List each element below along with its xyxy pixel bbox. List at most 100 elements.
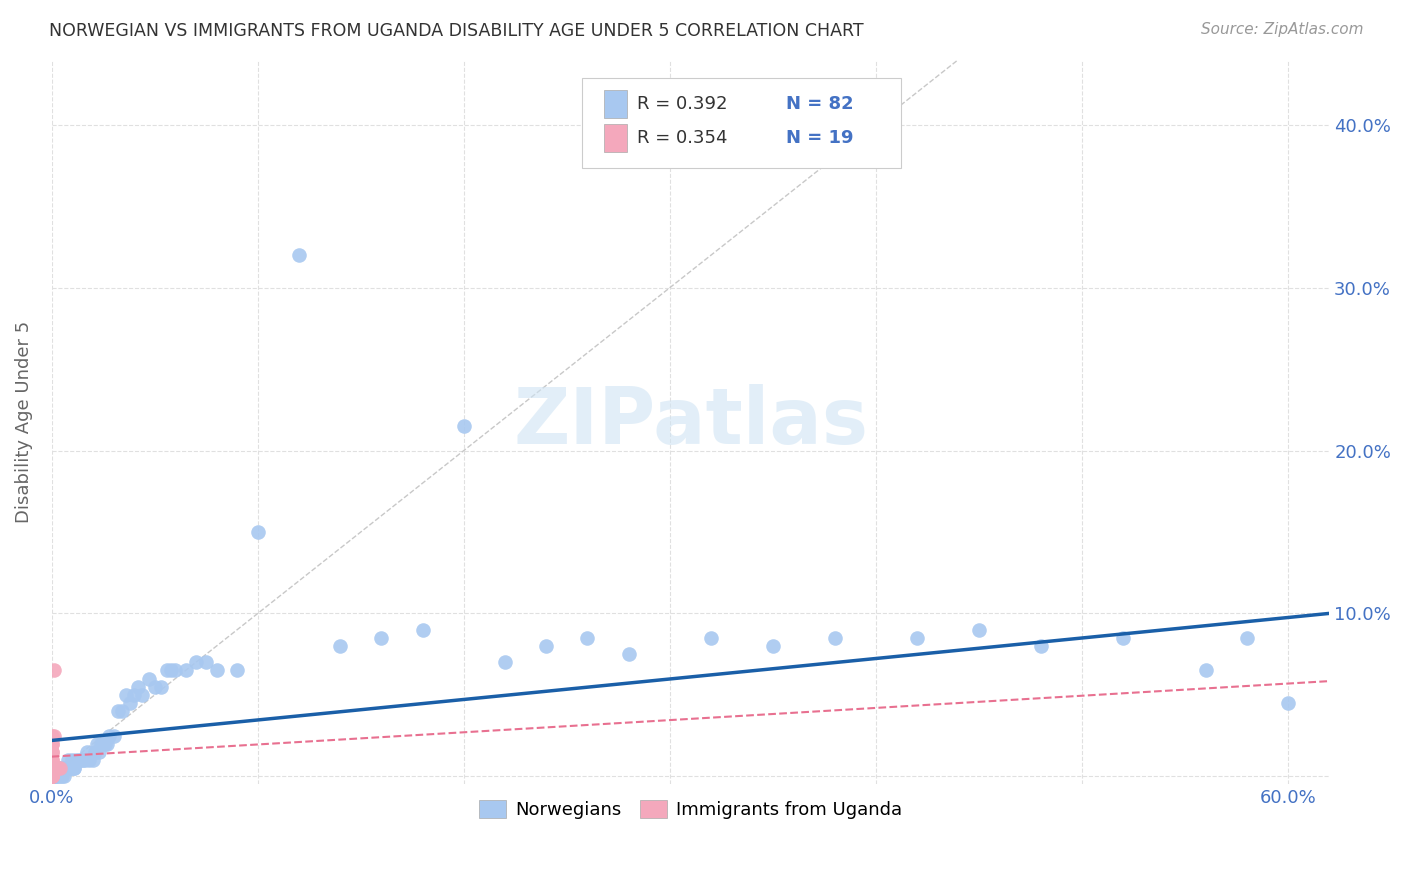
Point xyxy=(127,680,149,694)
Point xyxy=(1112,631,1135,645)
Point xyxy=(55,761,77,775)
Point xyxy=(762,639,785,653)
Point xyxy=(59,761,82,775)
Text: NORWEGIAN VS IMMIGRANTS FROM UGANDA DISABILITY AGE UNDER 5 CORRELATION CHART: NORWEGIAN VS IMMIGRANTS FROM UGANDA DISA… xyxy=(49,22,863,40)
Point xyxy=(84,745,107,759)
Point xyxy=(69,753,91,767)
Point xyxy=(824,631,846,645)
Point xyxy=(138,672,160,686)
Point xyxy=(49,761,72,775)
Y-axis label: Disability Age Under 5: Disability Age Under 5 xyxy=(15,321,32,523)
Point xyxy=(184,655,207,669)
Point xyxy=(41,729,63,743)
Point xyxy=(51,769,73,783)
Point xyxy=(45,761,67,775)
Point xyxy=(41,745,63,759)
Point xyxy=(131,688,153,702)
Point xyxy=(41,761,63,775)
Point xyxy=(72,753,94,767)
Point xyxy=(46,761,69,775)
Point xyxy=(160,664,183,678)
Point xyxy=(82,753,104,767)
Point xyxy=(122,688,145,702)
Point xyxy=(73,753,96,767)
Point xyxy=(700,631,723,645)
Point xyxy=(1194,664,1216,678)
Text: N = 19: N = 19 xyxy=(786,128,853,147)
Point xyxy=(86,737,108,751)
Point xyxy=(115,688,138,702)
Point xyxy=(42,761,65,775)
Point xyxy=(536,639,558,653)
Point xyxy=(226,664,249,678)
Point xyxy=(59,761,82,775)
Point xyxy=(67,753,90,767)
Point xyxy=(65,753,87,767)
Legend: Norwegians, Immigrants from Uganda: Norwegians, Immigrants from Uganda xyxy=(472,792,910,826)
Point xyxy=(905,631,928,645)
Text: R = 0.392: R = 0.392 xyxy=(637,95,727,112)
Point xyxy=(165,664,187,678)
Point xyxy=(107,704,129,718)
Point xyxy=(46,769,69,783)
Point xyxy=(967,623,990,637)
Point xyxy=(370,631,392,645)
Point xyxy=(51,761,73,775)
Point xyxy=(174,664,197,678)
Point xyxy=(58,753,80,767)
Point xyxy=(1029,639,1052,653)
Point xyxy=(55,761,77,775)
Point xyxy=(90,737,112,751)
Point xyxy=(156,664,179,678)
Point xyxy=(41,745,63,759)
Point xyxy=(41,737,63,751)
Point xyxy=(98,729,121,743)
Point xyxy=(63,761,86,775)
FancyBboxPatch shape xyxy=(603,124,627,152)
Point xyxy=(45,769,67,783)
Point xyxy=(42,664,65,678)
Point xyxy=(143,680,166,694)
Point xyxy=(103,729,125,743)
Point xyxy=(46,761,69,775)
Point xyxy=(412,623,434,637)
Point xyxy=(49,761,72,775)
Point xyxy=(60,753,83,767)
Point xyxy=(111,704,134,718)
Point xyxy=(617,647,640,661)
Point xyxy=(41,769,63,783)
Point xyxy=(41,761,63,775)
Point xyxy=(246,524,269,539)
Point xyxy=(41,769,63,783)
Point xyxy=(77,753,100,767)
Point xyxy=(96,737,118,751)
Point xyxy=(118,696,141,710)
Text: Source: ZipAtlas.com: Source: ZipAtlas.com xyxy=(1201,22,1364,37)
Point xyxy=(576,631,599,645)
FancyBboxPatch shape xyxy=(603,90,627,118)
Point xyxy=(41,753,63,767)
Point xyxy=(53,761,76,775)
Point xyxy=(1277,696,1299,710)
Point xyxy=(42,769,65,783)
Point xyxy=(329,639,352,653)
Point xyxy=(42,729,65,743)
Point xyxy=(149,680,172,694)
Point xyxy=(45,769,67,783)
Point xyxy=(89,745,111,759)
Point xyxy=(41,769,63,783)
Point xyxy=(205,664,228,678)
Text: ZIPatlas: ZIPatlas xyxy=(513,384,868,460)
Point xyxy=(41,737,63,751)
Point xyxy=(494,655,516,669)
Point xyxy=(453,419,475,434)
Point xyxy=(42,769,65,783)
Point xyxy=(41,769,63,783)
Point xyxy=(41,769,63,783)
Text: N = 82: N = 82 xyxy=(786,95,853,112)
Point xyxy=(94,737,117,751)
Point xyxy=(288,248,311,262)
Point xyxy=(41,769,63,783)
Point xyxy=(91,737,114,751)
Point xyxy=(46,761,69,775)
